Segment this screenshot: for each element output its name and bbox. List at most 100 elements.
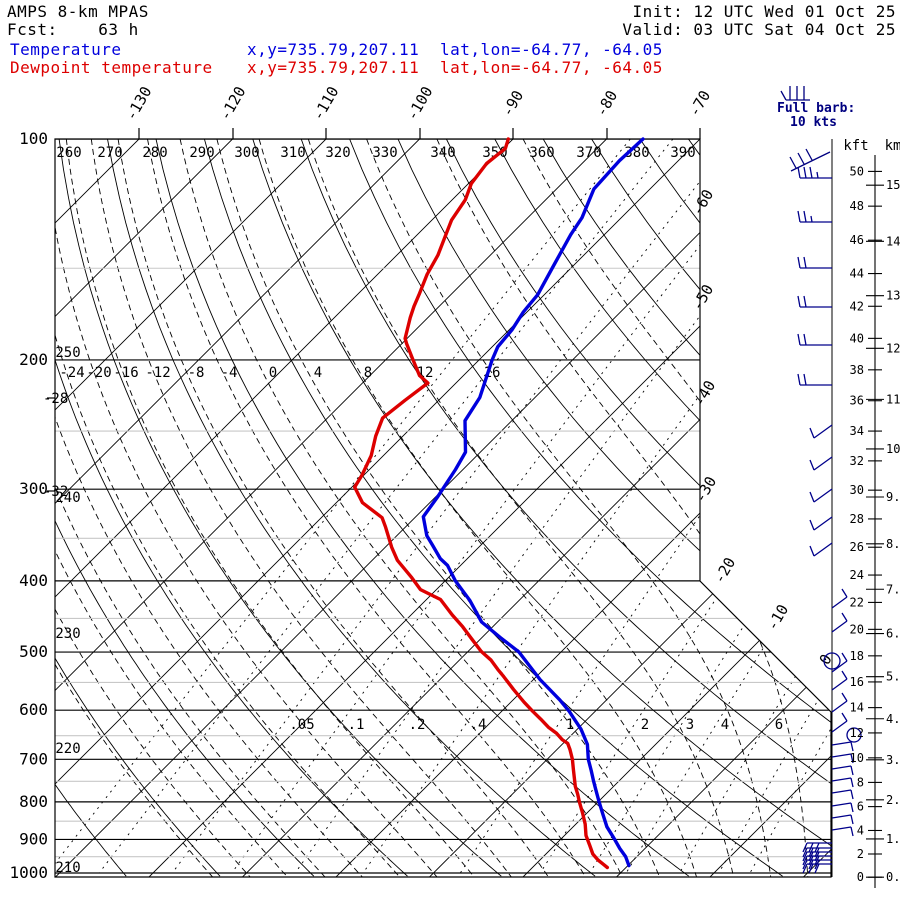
wind-barb	[802, 851, 832, 862]
moist-adiabat	[307, 139, 735, 877]
kft-axis-title: kft	[843, 138, 868, 154]
isotherm-right-label: -50	[688, 281, 717, 313]
wind-barb	[831, 741, 854, 752]
mixing-ratio-label: .05	[289, 717, 314, 733]
dry-adiabat	[55, 139, 221, 877]
mixing-ratio-label: 6	[775, 717, 783, 733]
dry-adiabat	[591, 139, 831, 877]
moist-adiabat-label: -24	[59, 365, 84, 381]
kft-tick-label: 50	[850, 164, 864, 178]
init-time: Init: 12 UTC Wed 01 Oct 25	[632, 2, 896, 21]
barb-legend-icon	[780, 86, 831, 172]
calm-wind-circle	[846, 727, 862, 743]
moist-adiabat-label: -32	[43, 484, 68, 500]
isotherm-right-label: -30	[691, 473, 720, 505]
moist-adiabat	[258, 139, 698, 877]
pressure-tick-label: 600	[19, 700, 48, 719]
kft-tick-label: 16	[850, 675, 864, 689]
km-tick-label: 9.	[886, 490, 900, 504]
kft-tick-label: 14	[850, 701, 864, 715]
kft-tick-label: 38	[850, 363, 864, 377]
isotherm-top-label: -70	[685, 87, 714, 119]
moist-adiabat	[436, 139, 809, 877]
isotherm-top-label: -130	[122, 83, 156, 123]
moist-adiabat-label: 8	[364, 365, 372, 381]
moist-adiabat-label: -12	[145, 365, 170, 381]
dry-adiabat-label: 260	[56, 145, 81, 161]
isotherm	[55, 139, 514, 877]
dry-adiabat-label: 360	[529, 145, 554, 161]
wind-barb	[797, 295, 832, 308]
isotherm-right-label: -60	[688, 186, 717, 218]
dry-adiabat-label: 390	[670, 145, 695, 161]
kft-tick-label: 46	[850, 233, 864, 247]
mixing-ratio-line	[718, 139, 831, 874]
kft-tick-label: 34	[850, 424, 864, 438]
wind-barb	[797, 210, 832, 223]
wind-barb	[831, 765, 854, 776]
dry-adiabat-label: 280	[142, 145, 167, 161]
moist-adiabat-label: -8	[188, 365, 205, 381]
dry-adiabat	[494, 139, 831, 877]
kft-tick-label: 20	[850, 622, 864, 636]
isotherm-right-label: -10	[763, 601, 792, 633]
wind-barb	[831, 826, 854, 837]
dry-adiabat	[155, 139, 690, 877]
kft-tick-label: 26	[850, 540, 864, 554]
grid-lines	[55, 139, 831, 877]
isotherm-right-label: -40	[690, 377, 719, 409]
isotherm	[148, 139, 831, 877]
isotherm	[55, 139, 794, 877]
isotherm	[429, 139, 831, 877]
dry-adiabat-label: 350	[482, 145, 507, 161]
mixing-ratio-label: .4	[470, 717, 487, 733]
kft-tick-label: 24	[850, 568, 864, 582]
pressure-tick-label: 1000	[9, 863, 48, 882]
pressure-tick-label: 900	[19, 829, 48, 848]
wind-barb	[797, 256, 832, 269]
kft-tick-label: 30	[850, 483, 864, 497]
moist-adiabat	[55, 139, 216, 877]
isotherm	[616, 139, 831, 877]
dry-adiabat	[55, 139, 408, 877]
kft-tick-label: 48	[850, 199, 864, 213]
mixing-ratio-line	[55, 139, 631, 874]
dry-adiabat	[688, 139, 831, 877]
moist-adiabat	[366, 139, 772, 877]
valid-time: Valid: 03 UTC Sat 04 Oct 25	[622, 20, 896, 39]
km-tick-label: 5.	[886, 670, 900, 684]
isotherm	[55, 139, 420, 877]
wind-barb	[802, 847, 832, 858]
wind-barb	[809, 488, 833, 503]
km-tick-label: 12.	[886, 341, 900, 355]
pressure-tick-label: 800	[19, 792, 48, 811]
isotherm-top-label: -110	[309, 83, 343, 123]
wind-barb	[809, 516, 833, 531]
wind-barb	[809, 424, 833, 439]
km-tick-label: 13.	[886, 289, 900, 303]
pressure-tick-label: 500	[19, 642, 48, 661]
altitude-ruler: kft km02468101214161820222426283032343638…	[843, 138, 900, 888]
km-tick-label: 6.	[886, 627, 900, 641]
isotherm	[709, 139, 831, 877]
moist-adiabat	[522, 139, 831, 877]
wind-barb	[809, 542, 833, 557]
dry-adiabat-label: 370	[576, 145, 601, 161]
dry-adiabat-label: 290	[189, 145, 214, 161]
km-tick-label: 7.	[886, 582, 900, 596]
isotherm	[522, 139, 831, 877]
isotherm	[335, 139, 831, 877]
isotherm	[55, 139, 233, 877]
dry-adiabat-label: 230	[55, 626, 80, 642]
kft-tick-label: 2	[857, 847, 864, 861]
dry-adiabat-label: 210	[55, 860, 80, 876]
temperature-curve	[421, 137, 645, 868]
legend-dewpoint-xy: x,y=735.79,207.11	[247, 58, 420, 77]
dry-adiabat-label: 250	[55, 345, 80, 361]
wind-barb	[831, 670, 848, 691]
barb-legend-units: 10 kts	[790, 115, 837, 130]
legend-dewpoint-latlon: lat,lon=-64.77, -64.05	[440, 58, 663, 77]
mixing-ratio-label: 4	[721, 717, 729, 733]
moist-adiabat-label: -20	[86, 365, 111, 381]
